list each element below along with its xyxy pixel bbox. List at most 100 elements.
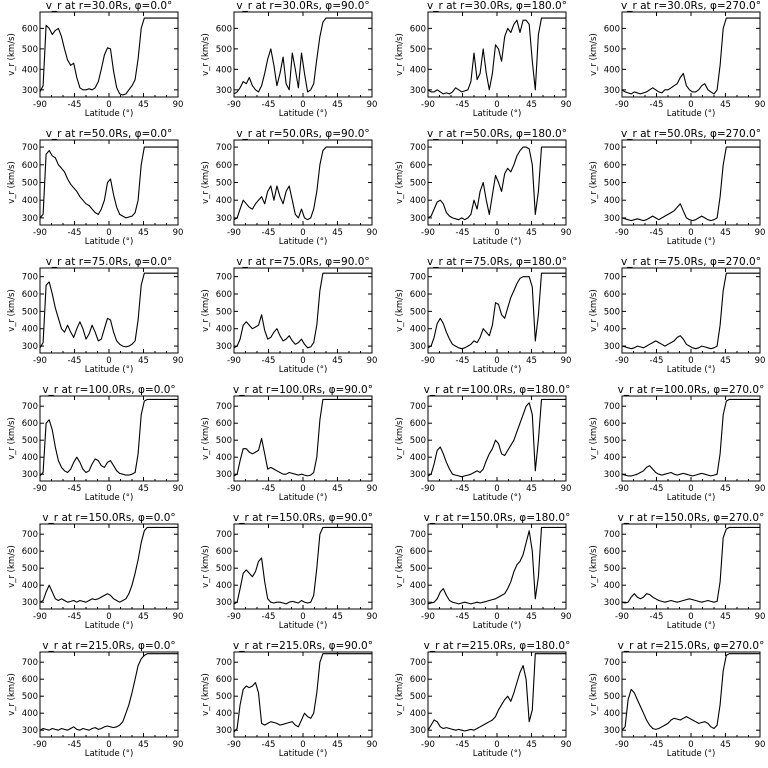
y-tick-label: 600 <box>22 419 38 429</box>
y-tick-label: 600 <box>410 547 426 557</box>
y-tick-label: 600 <box>22 24 38 34</box>
x-tick-label: -90 <box>227 484 241 494</box>
x-tick-label: 0 <box>688 612 693 622</box>
x-tick-label: -90 <box>615 612 629 622</box>
x-tick-label: -90 <box>33 612 47 622</box>
plot-frame <box>233 523 373 610</box>
y-tick-label: 700 <box>604 143 620 153</box>
x-tick-label: 45 <box>720 612 731 622</box>
y-tick-label: 400 <box>410 453 426 463</box>
panel-title: v_r at r=100.0Rs, φ=90.0° <box>233 384 373 396</box>
x-tick-label: 0 <box>106 100 111 110</box>
panel-title: v_r at r=75.0Rs, φ=270.0° <box>621 256 761 268</box>
data-series-line <box>427 398 566 478</box>
x-tick-label: 90 <box>367 484 378 494</box>
data-series-line <box>427 272 566 350</box>
data-series-line <box>233 653 372 733</box>
panel-title: v_r at r=30.0Rs, φ=270.0° <box>621 0 761 12</box>
plot-frame <box>39 651 179 738</box>
y-tick-label: 400 <box>216 196 232 206</box>
x-tick-label: -45 <box>68 484 82 494</box>
y-tick-label: 700 <box>22 530 38 540</box>
panel-title: v_r at r=150.0Rs, φ=270.0° <box>618 512 765 524</box>
y-tick-label: 300 <box>22 342 38 352</box>
y-tick-label: 700 <box>410 143 426 153</box>
x-tick-label: 0 <box>688 484 693 494</box>
y-tick-label: 500 <box>216 564 232 574</box>
y-tick-label: 600 <box>22 675 38 685</box>
x-tick-label: -45 <box>262 740 276 750</box>
data-series-line <box>39 17 178 96</box>
y-tick-label: 500 <box>216 692 232 702</box>
panel-title: v_r at r=50.0Rs, φ=0.0° <box>46 128 173 140</box>
x-tick-label: 90 <box>173 100 184 110</box>
data-series-line <box>427 17 566 95</box>
data-series-line <box>233 272 372 349</box>
x-axis-label: Latitude (°) <box>85 749 134 759</box>
y-axis-label: v_r (km/s) <box>7 417 17 460</box>
panel-title: v_r at r=100.0Rs, φ=0.0° <box>42 384 175 396</box>
x-tick-label: 45 <box>526 740 537 750</box>
panel-p15: v_r at r=100.0Rs, φ=180.0° -90 -45 0 45 90 300… <box>395 384 571 503</box>
x-tick-label: -90 <box>615 356 629 366</box>
y-tick-label: 500 <box>22 436 38 446</box>
panel-p13: v_r at r=100.0Rs, φ=0.0° -90 -45 0 45 90 300 40… <box>7 384 183 503</box>
x-tick-label: -45 <box>650 356 664 366</box>
y-tick-label: 700 <box>410 402 426 412</box>
x-axis-label: Latitude (°) <box>85 493 134 503</box>
y-tick-label: 500 <box>216 307 232 317</box>
data-series-line <box>427 526 566 605</box>
x-axis-label: Latitude (°) <box>279 365 328 375</box>
y-tick-label: 500 <box>22 179 38 189</box>
x-tick-label: 0 <box>300 484 305 494</box>
panel-title: v_r at r=215.0Rs, φ=270.0° <box>618 640 765 652</box>
panel-p3: v_r at r=30.0Rs, φ=180.0° -90 -45 0 45 90 300 4… <box>395 0 571 119</box>
x-axis-label: Latitude (°) <box>473 109 522 119</box>
data-series-line <box>621 653 760 731</box>
x-axis-label: Latitude (°) <box>667 109 716 119</box>
x-axis-label: Latitude (°) <box>279 237 328 247</box>
y-tick-label: 400 <box>216 581 232 591</box>
x-tick-label: -45 <box>262 228 276 238</box>
panel-p7: v_r at r=50.0Rs, φ=180.0° -90 -45 0 45 90 300 4… <box>395 128 571 247</box>
y-tick-label: 700 <box>604 402 620 412</box>
y-tick-label: 400 <box>216 709 232 719</box>
y-tick-label: 700 <box>216 273 232 283</box>
plot-frame <box>233 11 373 98</box>
x-tick-label: 90 <box>755 356 766 366</box>
y-tick-label: 500 <box>22 45 38 55</box>
x-tick-label: 90 <box>367 356 378 366</box>
y-axis-label: v_r (km/s) <box>589 161 599 204</box>
y-tick-label: 400 <box>604 581 620 591</box>
data-series-line <box>39 146 178 219</box>
y-tick-label: 500 <box>604 564 620 574</box>
x-tick-label: 90 <box>173 228 184 238</box>
panel-p22: v_r at r=215.0Rs, φ=90.0° -90 -45 0 45 90 300 4… <box>201 640 377 759</box>
y-tick-label: 500 <box>410 179 426 189</box>
y-axis-label: v_r (km/s) <box>395 289 405 332</box>
y-tick-label: 300 <box>604 470 620 480</box>
x-tick-label: 45 <box>526 356 537 366</box>
y-tick-label: 500 <box>410 692 426 702</box>
x-tick-label: 90 <box>561 740 572 750</box>
x-axis-label: Latitude (°) <box>667 237 716 247</box>
x-tick-label: 90 <box>173 356 184 366</box>
x-tick-label: -90 <box>33 740 47 750</box>
x-tick-label: 90 <box>173 740 184 750</box>
panel-title: v_r at r=75.0Rs, φ=180.0° <box>427 256 567 268</box>
plot-frame <box>39 395 179 482</box>
y-tick-label: 500 <box>410 45 426 55</box>
panel-title: v_r at r=150.0Rs, φ=180.0° <box>424 512 571 524</box>
y-tick-label: 500 <box>410 564 426 574</box>
y-tick-label: 700 <box>22 273 38 283</box>
x-axis-label: Latitude (°) <box>85 365 134 375</box>
x-tick-label: -45 <box>456 356 470 366</box>
x-tick-label: 45 <box>332 740 343 750</box>
y-axis-label: v_r (km/s) <box>395 161 405 204</box>
y-tick-label: 600 <box>216 675 232 685</box>
panel-title: v_r at r=100.0Rs, φ=180.0° <box>424 384 571 396</box>
y-tick-label: 700 <box>410 273 426 283</box>
y-axis-label: v_r (km/s) <box>201 33 211 76</box>
data-series-line <box>233 398 372 477</box>
